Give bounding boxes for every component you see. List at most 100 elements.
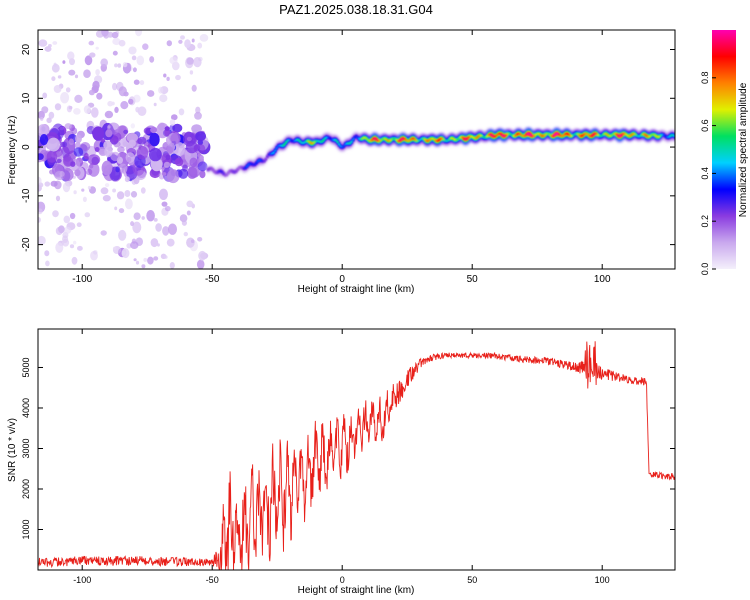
noise-blob bbox=[150, 238, 159, 248]
noise-blob bbox=[178, 168, 189, 179]
ridge-segment bbox=[645, 134, 648, 137]
ridge-segment bbox=[358, 138, 361, 140]
spectrogram-x-axis-label: Height of straight line (km) bbox=[298, 284, 415, 295]
ridge-segment bbox=[364, 137, 367, 139]
noise-blob bbox=[163, 73, 167, 78]
ridge-segment bbox=[391, 138, 394, 141]
noise-blob bbox=[149, 56, 155, 63]
noise-blob bbox=[45, 260, 50, 267]
ridge-segment bbox=[589, 135, 592, 138]
spectrogram-noise-layer bbox=[38, 30, 211, 269]
ridge-segment bbox=[341, 146, 344, 148]
noise-blob bbox=[62, 168, 74, 181]
ridge-segment bbox=[467, 136, 470, 139]
colorbar-tick-label: 0.0 bbox=[700, 263, 710, 276]
ridge-segment bbox=[517, 132, 520, 135]
ridge-segment bbox=[342, 145, 345, 148]
ridge-segment bbox=[556, 132, 559, 135]
ridge-segment bbox=[253, 163, 256, 166]
ridge-segment bbox=[444, 139, 447, 142]
ridge-segment bbox=[540, 134, 543, 137]
ridge-segment bbox=[578, 134, 581, 137]
ridge-segment bbox=[434, 139, 437, 142]
ridge-segment bbox=[548, 133, 551, 136]
ridge-segment bbox=[475, 136, 478, 139]
ridge-segment bbox=[367, 139, 370, 142]
ridge-segment bbox=[489, 133, 492, 136]
ridge-segment bbox=[626, 134, 629, 137]
ridge-segment bbox=[310, 142, 313, 145]
noise-blob bbox=[90, 250, 98, 261]
ridge-segment bbox=[224, 174, 227, 176]
noise-blob bbox=[162, 226, 170, 236]
noise-blob bbox=[83, 69, 91, 78]
noise-blob bbox=[62, 182, 71, 193]
snr-background bbox=[38, 329, 675, 570]
ridge-segment bbox=[363, 136, 366, 139]
noise-blob bbox=[153, 102, 157, 107]
ridge-segment bbox=[445, 140, 448, 142]
noise-blob bbox=[63, 215, 71, 224]
noise-blob bbox=[166, 238, 175, 247]
noise-blob bbox=[153, 218, 158, 222]
ridge-segment bbox=[311, 142, 314, 145]
noise-blob bbox=[38, 217, 41, 223]
ridge-segment bbox=[216, 171, 219, 174]
ridge-segment bbox=[359, 138, 363, 141]
ridge-segment bbox=[661, 133, 664, 136]
noise-blob bbox=[137, 106, 147, 116]
noise-blob bbox=[132, 67, 137, 73]
noise-blob bbox=[135, 260, 140, 265]
noise-blob bbox=[38, 235, 46, 246]
ridge-segment bbox=[405, 139, 408, 142]
ridge-segment bbox=[583, 133, 586, 136]
figure-title: PAZ1.2025.038.18.31.G04 bbox=[279, 2, 433, 17]
noise-blob bbox=[38, 176, 42, 186]
ridge-segment bbox=[207, 168, 210, 171]
noise-blob bbox=[169, 262, 175, 269]
noise-blob bbox=[112, 246, 117, 250]
ridge-segment bbox=[402, 137, 405, 140]
y-tick-label: 0 bbox=[21, 144, 32, 150]
noise-blob bbox=[196, 259, 205, 269]
noise-blob bbox=[149, 132, 160, 147]
noise-blob bbox=[112, 50, 118, 56]
ridge-segment bbox=[246, 165, 249, 168]
ridge-segment bbox=[447, 139, 450, 142]
ridge-segment bbox=[264, 158, 267, 160]
noise-blob bbox=[41, 106, 49, 114]
noise-blob bbox=[130, 191, 138, 198]
noise-blob bbox=[100, 187, 109, 195]
ridge-segment bbox=[427, 139, 430, 142]
noise-blob bbox=[143, 127, 152, 135]
noise-blob bbox=[195, 131, 207, 142]
noise-blob bbox=[115, 166, 120, 173]
noise-blob bbox=[120, 101, 129, 110]
noise-blob bbox=[199, 34, 209, 42]
ridge-segment bbox=[604, 132, 607, 135]
ridge-segment bbox=[328, 137, 331, 139]
noise-blob bbox=[64, 123, 72, 130]
noise-blob bbox=[133, 212, 141, 220]
ridge-segment bbox=[526, 132, 529, 135]
noise-blob bbox=[65, 87, 71, 93]
ridge-segment bbox=[595, 132, 598, 135]
ridge-segment bbox=[451, 137, 455, 140]
noise-blob bbox=[169, 56, 178, 65]
ridge-segment bbox=[481, 135, 484, 138]
noise-blob bbox=[82, 196, 87, 202]
ridge-segment bbox=[495, 134, 498, 137]
noise-blob bbox=[126, 132, 138, 143]
snr-x-axis-label: Height of straight line (km) bbox=[298, 585, 415, 596]
ridge-segment bbox=[423, 138, 426, 141]
y-tick-label: -10 bbox=[21, 188, 32, 203]
noise-blob bbox=[123, 129, 129, 134]
ridge-segment bbox=[370, 138, 373, 141]
ridge-segment bbox=[241, 167, 244, 169]
noise-blob bbox=[168, 223, 177, 235]
ridge-segment bbox=[607, 134, 611, 137]
noise-blob bbox=[95, 69, 100, 76]
ridge-segment bbox=[439, 137, 442, 140]
noise-blob bbox=[147, 256, 154, 265]
ridge-segment bbox=[668, 135, 671, 138]
